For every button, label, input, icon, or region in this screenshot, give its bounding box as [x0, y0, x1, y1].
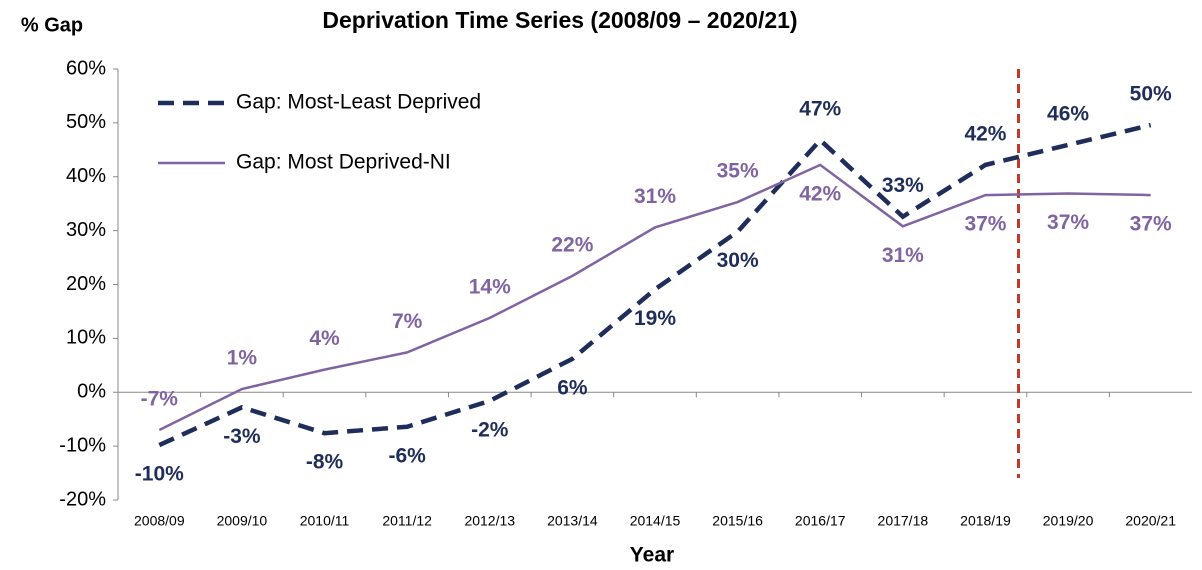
data-label: 14% — [469, 275, 511, 298]
data-label: 42% — [964, 122, 1006, 145]
x-tick-label: 2016/17 — [795, 513, 846, 529]
x-tick-label: 2011/12 — [382, 513, 432, 529]
data-label: 19% — [634, 307, 676, 330]
data-label: 7% — [392, 310, 423, 333]
y-tick-label: 30% — [66, 219, 106, 241]
x-axis-label: Year — [630, 544, 674, 567]
x-tick-label: 2020/21 — [1125, 513, 1176, 529]
x-tick-label: 2010/11 — [300, 513, 350, 529]
y-tick-label: -20% — [59, 488, 106, 510]
x-tick-label: 2019/20 — [1043, 513, 1094, 529]
data-label: -10% — [135, 463, 184, 486]
x-tick-label: 2015/16 — [712, 513, 763, 529]
x-tick-label: 2017/18 — [878, 513, 929, 529]
data-label: -3% — [223, 425, 261, 448]
data-label: 30% — [717, 249, 759, 272]
y-axis-label: % Gap — [21, 14, 83, 36]
data-label: 47% — [799, 98, 841, 121]
data-label: -2% — [471, 418, 509, 441]
y-tick-label: 0% — [77, 381, 106, 403]
y-tick-label: 40% — [66, 165, 106, 187]
x-tick-label: 2018/19 — [960, 513, 1011, 529]
x-tick-label: 2012/13 — [464, 513, 515, 529]
data-label: 4% — [309, 327, 340, 350]
data-label: 42% — [799, 182, 841, 205]
y-tick-label: 10% — [66, 327, 106, 349]
data-label: 37% — [1047, 211, 1089, 234]
legend-label: Gap: Most Deprived-NI — [236, 151, 451, 174]
x-tick-label: 2013/14 — [547, 513, 598, 529]
x-tick-label: 2014/15 — [630, 513, 681, 529]
series-line — [158, 122, 1152, 448]
legend-label: Gap: Most-Least Deprived — [236, 91, 481, 114]
data-label: 6% — [557, 376, 588, 399]
data-label: -8% — [306, 451, 344, 474]
y-tick-label: 50% — [66, 111, 106, 133]
chart-title: Deprivation Time Series (2008/09 – 2020/… — [322, 7, 797, 33]
data-label: 37% — [964, 213, 1006, 236]
data-label: 35% — [717, 160, 759, 183]
data-label: 22% — [551, 233, 593, 256]
y-tick-label: 20% — [66, 273, 106, 295]
x-tick-label: 2008/09 — [134, 513, 185, 529]
y-tick-label: 60% — [66, 57, 106, 79]
y-tick-label: -10% — [59, 434, 106, 456]
data-label: -6% — [388, 444, 426, 467]
data-label: 50% — [1130, 83, 1172, 106]
data-label: 31% — [882, 244, 924, 267]
data-label: 37% — [1130, 213, 1172, 236]
data-label: 1% — [227, 347, 258, 370]
data-label: 31% — [634, 185, 676, 208]
data-label: 33% — [882, 174, 924, 197]
x-tick-label: 2009/10 — [217, 513, 268, 529]
data-label: -7% — [141, 388, 179, 411]
series-line — [158, 163, 1151, 432]
data-label: 46% — [1047, 103, 1089, 126]
